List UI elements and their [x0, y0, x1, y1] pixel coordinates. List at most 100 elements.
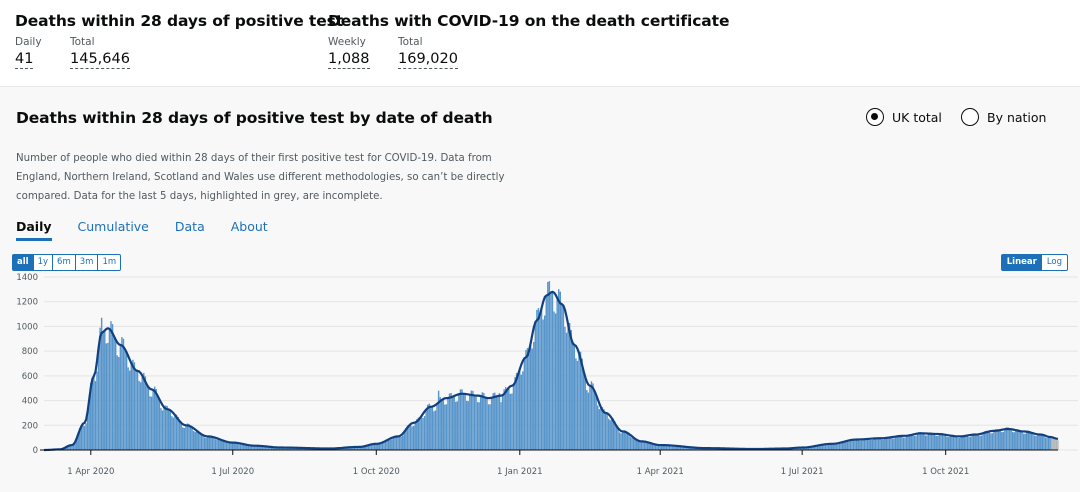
daily-bar	[66, 446, 69, 450]
daily-bar	[83, 426, 86, 450]
daily-bar	[119, 344, 122, 450]
radio-uk-total[interactable]: UK total	[866, 108, 942, 126]
daily-bar	[554, 313, 557, 450]
daily-bar	[476, 402, 479, 450]
daily-metric[interactable]: Daily 41	[15, 36, 42, 69]
range-1m-button[interactable]: 1m	[102, 257, 117, 267]
daily-bar	[999, 430, 1001, 450]
daily-bar	[852, 438, 855, 450]
daily-bar	[543, 315, 546, 450]
daily-bar	[373, 443, 376, 450]
daily-bar	[350, 446, 352, 450]
daily-bar	[174, 415, 176, 450]
daily-bar	[848, 441, 850, 450]
daily-bar	[445, 404, 448, 450]
daily-bar	[823, 444, 825, 450]
daily-bar	[582, 371, 585, 450]
daily-bar	[166, 405, 168, 450]
daily-bar	[996, 429, 998, 450]
daily-bar	[486, 397, 488, 450]
daily-bar	[249, 445, 251, 450]
daily-bar	[483, 392, 485, 450]
daily-bar	[609, 420, 611, 450]
daily-bar	[270, 447, 273, 450]
daily-bar	[904, 437, 906, 450]
daily-bar	[670, 445, 672, 450]
daily-bar	[937, 435, 939, 450]
daily-bar	[589, 385, 591, 450]
daily-bar	[217, 438, 220, 450]
range-3m-button[interactable]: 3m	[76, 255, 99, 270]
metric-value[interactable]: 145,646	[70, 51, 130, 69]
daily-bar	[929, 432, 931, 450]
daily-bar	[558, 289, 560, 450]
daily-bar	[693, 447, 696, 450]
range-all-button[interactable]: all	[13, 255, 34, 270]
daily-bar	[540, 307, 543, 450]
daily-bar	[74, 442, 76, 450]
metric-value[interactable]: 41	[15, 51, 34, 69]
daily-bar	[1040, 433, 1042, 450]
daily-bar	[991, 433, 994, 450]
radio-checked-icon[interactable]	[866, 108, 884, 126]
weekly-metric[interactable]: Weekly 1,088	[328, 36, 370, 69]
scale-linear-button[interactable]: Linear	[1001, 255, 1042, 270]
scale-log-button[interactable]: Log	[1046, 257, 1062, 267]
daily-bar	[681, 446, 683, 450]
range-1y-button[interactable]: 1y	[34, 255, 54, 270]
daily-bar	[519, 369, 521, 450]
daily-bar	[437, 390, 440, 450]
daily-bar	[948, 437, 950, 450]
daily-bar	[539, 314, 541, 450]
daily-bar	[86, 411, 89, 450]
daily-bar	[182, 427, 184, 450]
daily-bar	[923, 433, 925, 450]
daily-bar	[826, 444, 828, 450]
daily-bar	[408, 425, 410, 450]
daily-bar	[1050, 436, 1053, 450]
daily-bar	[592, 383, 594, 450]
daily-bar	[561, 304, 563, 450]
daily-bar	[821, 444, 824, 450]
daily-bar	[884, 438, 886, 450]
daily-bar	[130, 363, 132, 450]
daily-bar	[968, 436, 970, 450]
metric-value[interactable]: 169,020	[398, 51, 458, 69]
time-range-selector: all 1y 6m 3m 1m	[12, 254, 122, 271]
daily-bar	[899, 435, 902, 450]
daily-bar	[675, 446, 677, 450]
daily-bar	[590, 381, 593, 450]
daily-bar	[1021, 431, 1023, 450]
daily-bar	[416, 419, 418, 450]
daily-bar	[829, 443, 831, 450]
daily-bar	[363, 446, 365, 450]
daily-bar	[662, 445, 664, 450]
daily-bar	[695, 448, 697, 450]
daily-bar	[982, 433, 984, 450]
tab-about[interactable]: About	[230, 219, 268, 234]
daily-bar	[132, 359, 134, 450]
radio-by-nation[interactable]: By nation	[961, 108, 1046, 126]
daily-bar	[640, 442, 643, 450]
tab-cumulative[interactable]: Cumulative	[77, 219, 149, 234]
daily-bar	[467, 401, 469, 450]
range-6m-button[interactable]: 6m	[53, 255, 76, 270]
daily-bar	[436, 403, 438, 450]
daily-bar	[233, 442, 235, 450]
metric-value[interactable]: 1,088	[328, 51, 370, 69]
tab-data[interactable]: Data	[174, 219, 205, 234]
daily-bar	[425, 409, 427, 450]
daily-bar	[584, 377, 586, 450]
radio-unchecked-icon[interactable]	[961, 108, 979, 126]
daily-bar	[813, 446, 816, 450]
daily-bar	[139, 382, 142, 450]
total-metric[interactable]: Total 145,646	[70, 36, 130, 69]
total-metric[interactable]: Total 169,020	[398, 36, 458, 69]
daily-bar	[419, 418, 421, 450]
tab-daily[interactable]: Daily	[16, 219, 52, 241]
daily-bar	[913, 436, 916, 450]
daily-bar	[277, 447, 279, 450]
daily-bar	[537, 308, 540, 450]
daily-bar	[620, 433, 622, 450]
daily-bar	[188, 423, 190, 450]
